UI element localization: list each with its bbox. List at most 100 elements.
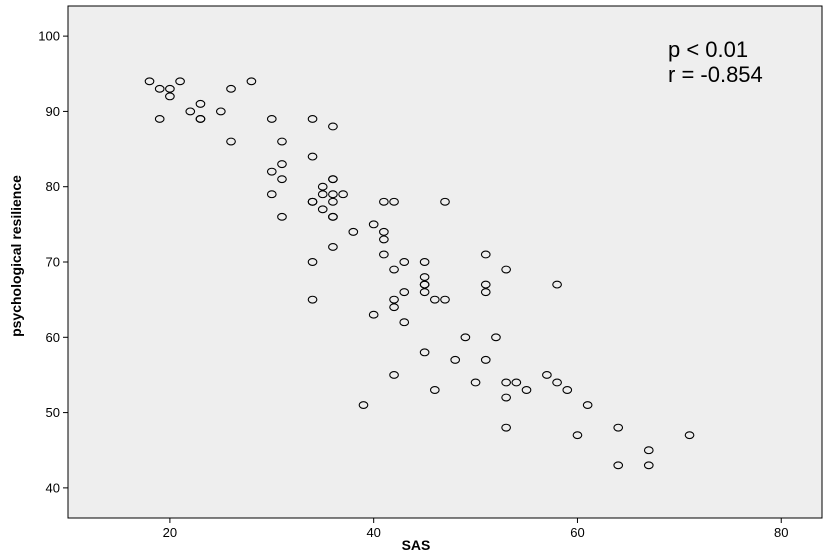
- data-points: [144, 77, 695, 470]
- data-point: [307, 295, 318, 304]
- data-point: [277, 137, 287, 146]
- data-point: [328, 190, 338, 199]
- y-axis-title: psychological resilience: [8, 175, 24, 337]
- data-point: [226, 137, 236, 146]
- data-point: [440, 197, 450, 206]
- data-point: [399, 258, 410, 266]
- data-point: [277, 212, 287, 221]
- x-tick-label: 60: [570, 525, 584, 540]
- data-point: [542, 370, 552, 379]
- data-point: [266, 114, 277, 123]
- data-point: [379, 227, 389, 236]
- data-point: [511, 378, 522, 387]
- data-point: [277, 175, 287, 184]
- data-point: [389, 197, 399, 206]
- data-point: [328, 212, 338, 221]
- data-point: [317, 190, 328, 199]
- data-point: [165, 84, 175, 93]
- data-point: [501, 378, 511, 387]
- data-point: [684, 431, 695, 440]
- data-point: [195, 114, 206, 123]
- data-point: [501, 393, 511, 402]
- data-point: [144, 77, 155, 86]
- data-point: [368, 220, 379, 229]
- data-point: [317, 205, 328, 214]
- data-point: [429, 295, 440, 304]
- data-point: [277, 160, 287, 169]
- data-point: [185, 107, 196, 116]
- data-point: [338, 190, 348, 199]
- y-tick-label: 50: [46, 405, 60, 420]
- data-point: [175, 77, 185, 86]
- y-tick-label: 90: [46, 104, 60, 119]
- data-point: [399, 318, 410, 327]
- data-point: [552, 280, 562, 289]
- data-point: [195, 99, 206, 108]
- data-point: [480, 280, 491, 289]
- data-point: [613, 461, 624, 470]
- data-point: [501, 423, 511, 432]
- data-point: [368, 310, 379, 319]
- data-point: [389, 295, 399, 304]
- data-point: [307, 258, 318, 266]
- data-point: [429, 386, 440, 394]
- data-point: [562, 386, 573, 394]
- x-tick-label: 40: [366, 525, 380, 540]
- x-tick-label: 80: [774, 525, 788, 540]
- data-point: [440, 295, 450, 304]
- data-point: [328, 242, 338, 251]
- data-point: [307, 114, 318, 123]
- data-point: [643, 461, 654, 470]
- x-axis-title: SAS: [402, 537, 431, 553]
- data-point: [379, 235, 389, 244]
- y-tick-label: 70: [46, 255, 60, 270]
- data-point: [266, 167, 277, 176]
- data-point: [552, 378, 562, 387]
- y-tick-label: 100: [38, 29, 60, 44]
- data-point: [582, 401, 593, 410]
- data-point: [328, 122, 338, 131]
- data-point: [328, 197, 338, 206]
- data-point: [450, 355, 461, 364]
- data-point: [480, 288, 491, 297]
- data-point: [419, 280, 430, 289]
- p-value-annotation: p < 0.01: [668, 37, 748, 62]
- x-tick-label: 20: [163, 525, 177, 540]
- axes: 20 40 60 80 40 50 60 70 80 90 100: [38, 29, 788, 540]
- plot-area: [67, 5, 823, 519]
- data-point: [460, 333, 471, 342]
- data-point: [480, 355, 491, 364]
- data-point: [154, 114, 165, 123]
- y-tick-label: 40: [46, 480, 60, 495]
- data-point: [419, 288, 430, 297]
- y-tick-label: 60: [46, 330, 60, 345]
- data-point: [307, 152, 318, 161]
- data-point: [572, 431, 583, 440]
- data-point: [389, 265, 399, 274]
- data-point: [389, 303, 399, 312]
- data-point: [521, 386, 532, 394]
- data-point: [165, 92, 175, 101]
- data-point: [215, 107, 226, 116]
- data-point: [379, 250, 389, 259]
- data-point: [480, 250, 491, 259]
- data-point: [226, 84, 236, 93]
- data-point: [643, 446, 654, 455]
- data-point: [154, 84, 165, 93]
- data-point: [328, 175, 338, 184]
- data-point: [419, 348, 430, 357]
- data-point: [501, 265, 511, 274]
- data-point: [266, 190, 277, 199]
- data-point: [358, 401, 369, 410]
- data-point: [491, 333, 501, 342]
- data-point: [246, 77, 257, 86]
- y-tick-label: 80: [46, 179, 60, 194]
- data-point: [379, 197, 389, 206]
- data-point: [419, 258, 430, 266]
- correlation-annotation: r = -0.854: [668, 62, 763, 87]
- data-point: [389, 370, 399, 379]
- data-point: [317, 182, 328, 191]
- data-point: [419, 273, 430, 282]
- data-point: [307, 197, 318, 206]
